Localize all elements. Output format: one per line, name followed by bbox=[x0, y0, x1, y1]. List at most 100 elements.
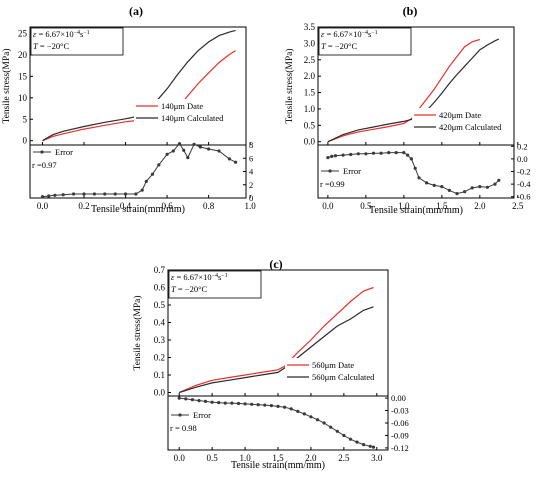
chart-1-annotation-temp: T = −20°C bbox=[33, 41, 69, 51]
chart-1-error-point bbox=[182, 148, 186, 152]
chart-1-x-axis-label: Tensile strain(mm/mm) bbox=[91, 204, 185, 215]
chart-3-error-point bbox=[371, 445, 376, 449]
chart-1-upper-y-tick-label: 0 bbox=[23, 136, 28, 146]
chart-3-lower-y-tick-label: -0.06 bbox=[391, 418, 409, 428]
chart-1-error-point bbox=[140, 188, 144, 192]
chart-1-error-point bbox=[103, 192, 107, 196]
chart-1-error-point bbox=[123, 192, 128, 196]
chart-2-x-tick-label: 1.5 bbox=[436, 201, 448, 211]
chart-1-error-point bbox=[134, 192, 138, 196]
chart-1-lower-y-tick-label: 0 bbox=[249, 193, 253, 203]
chart-1-x-tick-label: 1.0 bbox=[245, 201, 257, 211]
chart-1-error-point bbox=[113, 192, 117, 196]
chart-2-error-point bbox=[417, 176, 421, 180]
chart-2-series-measured-line bbox=[327, 38, 480, 143]
chart-2-error-point bbox=[485, 185, 489, 189]
chart-2-error-point bbox=[387, 151, 391, 155]
chart-1-error-point bbox=[177, 142, 182, 146]
chart-2-error-point bbox=[349, 152, 353, 157]
chart-3-legend-label: 560μm Date bbox=[312, 360, 354, 370]
chart-3-error-point bbox=[309, 415, 313, 419]
chart-1-upper-y-tick-label: 20 bbox=[18, 50, 28, 60]
chart-2-annotation-rate: ε = 6.67×10−4s−1 bbox=[321, 29, 378, 39]
chart-2-error-point bbox=[356, 152, 360, 156]
chart-3-error-point bbox=[362, 443, 366, 447]
chart-1-error-point bbox=[53, 193, 57, 197]
chart-1-x-tick-label: 0.2 bbox=[78, 201, 89, 211]
chart-2-upper-y-tick-label: 0.0 bbox=[304, 137, 316, 147]
chart-2-error-point bbox=[333, 154, 338, 158]
chart-2-y-axis-label: Tensile stress(MPa) bbox=[284, 48, 295, 123]
chart-1-error-point bbox=[72, 192, 76, 196]
chart-1-error-point bbox=[165, 152, 169, 156]
chart-1-error-point bbox=[198, 145, 202, 149]
chart-3-error-point bbox=[197, 399, 201, 403]
chart-2-error-point bbox=[413, 166, 417, 170]
chart-3-upper-y-tick-label: 0.0 bbox=[154, 388, 166, 398]
chart-3-error-legend-marker bbox=[178, 413, 182, 417]
chart-2-upper-y-tick-label: 3.0 bbox=[304, 38, 316, 48]
chart-3-error-point bbox=[269, 404, 273, 408]
chart-2-lower-y-tick-label: 0.0 bbox=[517, 154, 528, 164]
chart-2-error-point bbox=[330, 154, 334, 158]
chart-3-lower-y-tick-label: 0.00 bbox=[391, 393, 406, 403]
chart-3-error-legend-label: Error bbox=[193, 410, 211, 420]
chart-1-error-point bbox=[92, 192, 96, 196]
chart-1-error-point bbox=[192, 142, 196, 146]
chart-2-error-point bbox=[447, 188, 451, 192]
chart-3-legend-label: 560μm Calculated bbox=[312, 372, 375, 382]
chart-3-error-point bbox=[236, 401, 241, 406]
chart-2-lower-y-tick-label: -0.4 bbox=[517, 179, 531, 189]
chart-3-error-point bbox=[184, 397, 188, 401]
chart-3-error-point bbox=[177, 396, 181, 400]
chart-3-panel-label: (c) bbox=[269, 257, 282, 271]
chart-1-error-point bbox=[40, 195, 45, 199]
chart-2-error-point bbox=[432, 183, 436, 187]
chart-3-error-point bbox=[263, 403, 267, 407]
chart-3-annotation-temp: T = −20°C bbox=[171, 284, 207, 294]
chart-2-legend-label: 420μm Calculated bbox=[439, 122, 502, 132]
chart-2-series-calculated-line bbox=[327, 38, 500, 143]
chart-2-error-point bbox=[455, 192, 459, 196]
chart-2-x-tick-label: 2.5 bbox=[512, 201, 524, 211]
chart-2-upper-y-tick-label: 1.0 bbox=[304, 104, 316, 114]
chart-1-legend-label: 140μm Calculated bbox=[161, 113, 224, 123]
chart-2-error-point bbox=[406, 153, 410, 157]
chart-3-legend-box bbox=[285, 358, 387, 384]
chart-1-error-point bbox=[47, 194, 51, 198]
chart-3-error-point bbox=[368, 444, 372, 448]
chart-2-error-point bbox=[371, 151, 376, 155]
chart-3-lower-y-tick-label: -0.12 bbox=[391, 443, 409, 453]
chart-2-upper-y-tick-label: 3.5 bbox=[304, 22, 316, 32]
chart-2-error-point bbox=[463, 190, 467, 194]
chart-1-lower-y-tick-label: 4 bbox=[249, 167, 254, 177]
chart-1-annotation-rate: ε = 6.67×10−4s−1 bbox=[33, 29, 90, 39]
chart-2-error-point bbox=[326, 156, 330, 160]
chart-2-error-point bbox=[364, 152, 368, 156]
chart-3-error-point bbox=[302, 412, 306, 416]
chart-1-error-point bbox=[157, 163, 161, 167]
chart-1-lower-y-tick-label: 6 bbox=[249, 153, 253, 163]
chart-2-x-tick-label: 2.0 bbox=[474, 201, 486, 211]
chart-3-error-point bbox=[335, 429, 339, 433]
chart-2-error-point bbox=[425, 181, 429, 185]
chart-3-error-point bbox=[276, 404, 280, 408]
chart-2-annotation-box bbox=[318, 27, 412, 56]
chart-1-x-tick-label: 0.8 bbox=[203, 201, 215, 211]
chart-1-upper-y-tick-label: 15 bbox=[18, 71, 28, 81]
chart-1-error-point bbox=[234, 160, 238, 164]
chart-3-error-point bbox=[348, 437, 353, 441]
chart-1-upper-y-tick-label: 25 bbox=[18, 28, 28, 38]
chart-3-x-tick-label: 0.5 bbox=[207, 453, 219, 463]
chart-3-error-point bbox=[342, 433, 346, 438]
chart-1-x-tick-label: 0.6 bbox=[161, 201, 173, 211]
chart-3-annotation-box bbox=[168, 270, 262, 299]
chart-2-error-point bbox=[440, 185, 444, 189]
chart-2-lower-y-tick-label: 0.2 bbox=[517, 141, 528, 151]
chart-2-upper-y-tick-label: 1.5 bbox=[304, 88, 316, 98]
chart-2-error-point bbox=[341, 153, 345, 157]
chart-2-lower-y-tick-label: -0.6 bbox=[517, 192, 530, 202]
chart-3-error-point bbox=[210, 400, 214, 404]
chart-1-series-measured-line bbox=[42, 50, 236, 142]
